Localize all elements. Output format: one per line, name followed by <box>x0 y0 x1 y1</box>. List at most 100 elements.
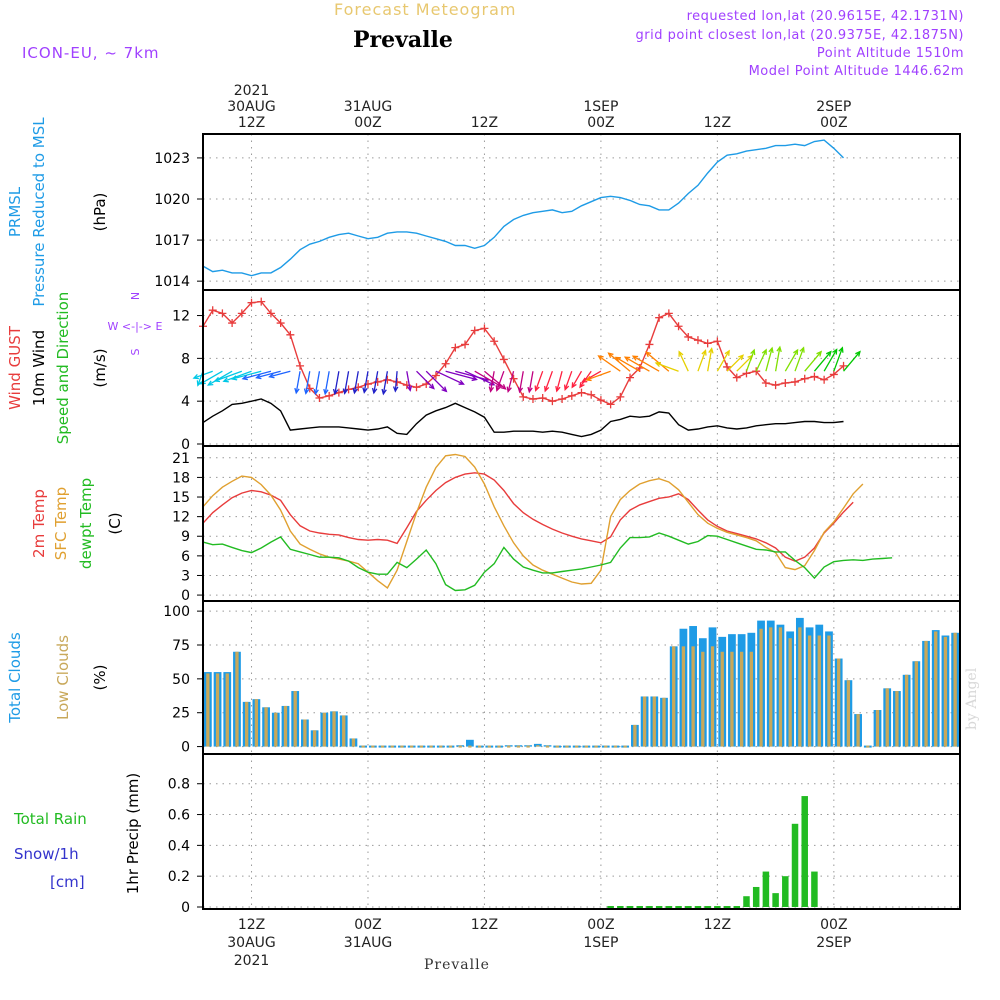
wind-arrow-head <box>738 354 745 361</box>
low-bar <box>642 696 647 747</box>
gridpoint-location: grid point closest lon,lat (20.9375E, 42… <box>635 28 964 43</box>
wind-arrow-head <box>799 346 805 353</box>
gust-marker <box>684 332 693 341</box>
panel-label-wind: 10m Wind <box>30 330 48 406</box>
low-bar <box>817 635 821 747</box>
wind-arrow <box>833 347 843 372</box>
low-bar <box>739 651 744 747</box>
wind-arrow-head <box>495 385 501 392</box>
wind-arrow <box>697 350 707 372</box>
wind-arrow <box>445 370 477 381</box>
bottom-time-label: 31AUG <box>344 935 393 951</box>
low-bar <box>254 699 259 747</box>
low-bar <box>769 627 773 747</box>
gust-marker <box>266 309 275 318</box>
wind-arrow <box>382 371 389 394</box>
wind-arrow-head <box>342 388 349 395</box>
wind-arrow <box>373 371 379 393</box>
gust-marker <box>723 362 732 371</box>
gust-marker <box>247 298 256 307</box>
gust-marker <box>499 355 508 364</box>
low-bar <box>468 745 472 748</box>
wind-arrow-head <box>701 349 707 356</box>
gust-marker <box>237 309 246 318</box>
rain-bar <box>617 906 624 908</box>
wind-arrow-head <box>607 352 614 359</box>
gust-marker <box>461 340 470 349</box>
low-bar <box>497 745 501 748</box>
y-tick-label: 1014 <box>154 274 190 290</box>
wind-arrow <box>334 371 340 394</box>
model-point-altitude: Model Point Altitude 1446.62m <box>748 64 964 79</box>
wind-arrow-head <box>579 382 585 389</box>
low-bar <box>633 724 637 747</box>
low-bar <box>400 745 404 748</box>
low-bar <box>895 691 899 747</box>
wind-arrow <box>615 356 641 372</box>
wind-arrow-head <box>255 373 262 380</box>
low-bar <box>807 635 812 747</box>
top-time-label: 31AUG <box>344 99 393 115</box>
rain-bar <box>607 906 614 908</box>
gust-marker <box>470 326 479 335</box>
low-bar <box>264 707 268 747</box>
wind-arrow-head <box>213 376 221 383</box>
y-tick-label: 12 <box>172 309 190 325</box>
low-bar <box>429 745 433 748</box>
wind-arrow <box>774 346 781 372</box>
gust-marker <box>451 343 460 352</box>
wind-arrow-head <box>458 379 465 385</box>
wind-arrow-head <box>544 385 550 393</box>
wind-arrow <box>564 370 573 390</box>
gust-marker <box>606 400 615 409</box>
gust-marker <box>645 340 654 349</box>
y-tick-label: 100 <box>163 604 190 620</box>
low-bar <box>613 745 618 748</box>
wind-arrow <box>518 371 524 393</box>
panel-label-pressure: Pressure Reduced to MSL <box>30 117 48 307</box>
wind-arrow <box>232 370 262 380</box>
y-tick-label: 12 <box>172 510 190 526</box>
gust-marker <box>791 377 800 386</box>
wind-arrow <box>416 370 435 389</box>
y-tick-label: 4 <box>181 394 190 410</box>
wind-arrow <box>496 370 505 391</box>
panel-label-temperature: SFC Temp <box>52 487 70 560</box>
wind-arrow-head <box>631 355 639 361</box>
low-bar <box>361 745 365 748</box>
wind-arrow <box>765 347 773 372</box>
low-bar <box>293 691 297 747</box>
panel-label-clouds: Low Clouds <box>54 635 72 720</box>
wind-arrow-head <box>332 388 339 396</box>
gust-marker <box>596 396 605 405</box>
gust-marker <box>431 371 440 380</box>
precip-axis-label: 1hr Precip (mm) <box>124 773 142 894</box>
rain-bar <box>743 896 750 907</box>
bottom-time-label: 12Z <box>704 917 731 933</box>
low-bar <box>507 745 511 748</box>
low-bar <box>846 680 851 747</box>
low-bar <box>322 712 326 747</box>
compass-south: S <box>129 348 142 355</box>
wind-arrow-head <box>192 374 199 380</box>
compass-we: W <-|-> E <box>108 320 163 333</box>
wind-arrow-head <box>793 348 799 356</box>
gust-marker <box>441 359 450 368</box>
low-bar <box>662 697 666 747</box>
low-bar <box>545 745 550 748</box>
header-top-label: Forecast Meteogram <box>334 0 517 19</box>
wind-arrow-head <box>645 351 652 358</box>
wind-arrow-head <box>816 350 823 357</box>
gust-marker <box>567 391 576 400</box>
low-bar <box>332 711 336 747</box>
wind-arrow-head <box>441 386 448 393</box>
panel-frame-precip <box>202 753 961 910</box>
low-bar <box>536 745 540 747</box>
wind-arrow-head <box>750 348 756 356</box>
panel-unit-pressure: (hPa) <box>91 193 109 232</box>
low-bar <box>312 730 317 747</box>
top-time-label: 12Z <box>238 115 265 131</box>
wind-arrow-head <box>196 380 202 387</box>
panel-frame-temperature <box>202 445 961 602</box>
